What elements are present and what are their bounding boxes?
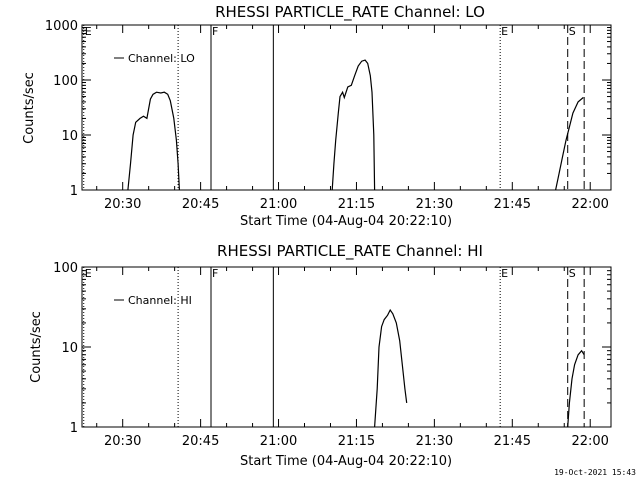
lo-legend-label: Channel: LO xyxy=(128,52,195,65)
lo-x-tick-label: 21:15 xyxy=(338,197,375,212)
lo-y-tick-label: 100 xyxy=(53,74,78,89)
lo-x-tick-label: 21:00 xyxy=(260,197,297,212)
hi-x-tick-label: 22:00 xyxy=(571,434,608,449)
hi-x-tick-label: 20:45 xyxy=(182,434,219,449)
lo-y-tick-label: 10 xyxy=(61,129,78,144)
lo-series-line xyxy=(555,97,584,191)
lo-x-tick-label: 20:45 xyxy=(182,197,219,212)
lo-y-axis-label: Counts/sec xyxy=(22,72,37,144)
hi-y-axis-label: Counts/sec xyxy=(29,311,44,383)
hi-event-marker-label: S xyxy=(569,267,576,280)
lo-series-line xyxy=(127,91,180,191)
lo-x-tick-label: 21:45 xyxy=(494,197,531,212)
lo-event-marker-label: E xyxy=(85,25,92,38)
lo-channel-panel: RHESSI PARTICLE_RATE Channel: LO Start T… xyxy=(22,3,612,229)
hi-y-tick-label: 10 xyxy=(61,341,78,356)
lo-y-tick-label: 1 xyxy=(70,184,78,199)
lo-x-axis-label: Start Time (04-Aug-04 20:22:10) xyxy=(240,214,452,229)
hi-y-tick-label: 1 xyxy=(70,421,78,436)
lo-event-marker-label: F xyxy=(212,25,218,38)
hi-x-tick-label: 20:30 xyxy=(104,434,141,449)
hi-channel-panel: RHESSI PARTICLE_RATE Channel: HI Start T… xyxy=(29,242,612,469)
lo-x-tick-label: 22:00 xyxy=(571,197,608,212)
lo-y-tick-label: 1000 xyxy=(45,19,78,34)
generation-timestamp: 19-Oct-2021 15:43 xyxy=(554,468,636,477)
lo-event-marker-label: S xyxy=(569,25,576,38)
hi-x-axis-label: Start Time (04-Aug-04 20:22:10) xyxy=(240,454,452,469)
hi-x-tick-label: 21:00 xyxy=(260,434,297,449)
hi-chart-title: RHESSI PARTICLE_RATE Channel: HI xyxy=(217,242,483,261)
hi-series-line xyxy=(374,308,408,428)
lo-event-marker-label: E xyxy=(501,25,508,38)
hi-series-line xyxy=(567,349,585,428)
hi-x-tick-label: 21:15 xyxy=(338,434,375,449)
hi-x-tick-label: 21:45 xyxy=(494,434,531,449)
lo-x-tick-label: 21:30 xyxy=(416,197,453,212)
lo-chart-title: RHESSI PARTICLE_RATE Channel: LO xyxy=(215,3,485,22)
hi-y-tick-label: 100 xyxy=(53,261,78,276)
hi-event-marker-label: E xyxy=(501,267,508,280)
hi-plot-frame xyxy=(81,266,612,428)
hi-legend-label: Channel: HI xyxy=(128,294,192,307)
lo-x-tick-label: 20:30 xyxy=(104,197,141,212)
hi-event-marker-label: E xyxy=(85,267,92,280)
hi-x-tick-label: 21:30 xyxy=(416,434,453,449)
lo-plot-frame xyxy=(81,24,612,191)
lo-series-line xyxy=(331,59,376,191)
hi-event-marker-label: F xyxy=(212,267,218,280)
